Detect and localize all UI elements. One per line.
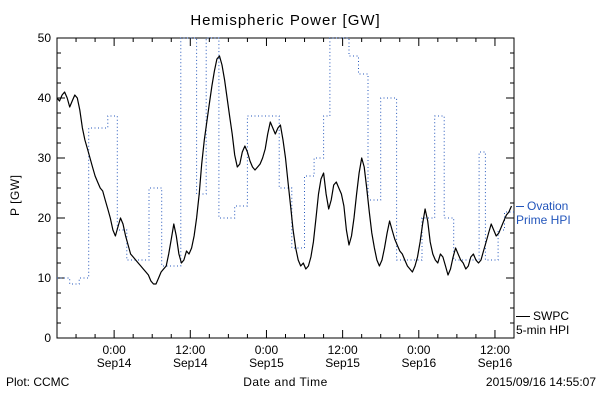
legend-ovation-line2: Prime HPI (516, 213, 571, 227)
svg-text:Sep16: Sep16 (401, 356, 436, 370)
svg-text:0:00: 0:00 (407, 343, 431, 357)
x-axis-label: Date and Time (243, 375, 328, 389)
svg-text:30: 30 (38, 151, 52, 165)
svg-text:12:00: 12:00 (175, 343, 205, 357)
swpc-line-swatch (516, 316, 530, 318)
legend-ovation-line1: Ovation (527, 199, 569, 213)
plot-source-label: Plot: CCMC (6, 375, 70, 389)
ovation-line-swatch (516, 206, 524, 208)
swpc-series-line (56, 55, 513, 285)
legend-ovation: Ovation Prime HPI (516, 199, 571, 227)
svg-text:50: 50 (38, 31, 52, 45)
svg-text:0:00: 0:00 (102, 343, 126, 357)
svg-text:Sep14: Sep14 (173, 356, 208, 370)
svg-text:0:00: 0:00 (255, 343, 279, 357)
ovation-series-line (57, 37, 514, 285)
svg-text:0: 0 (44, 331, 51, 345)
svg-text:10: 10 (38, 271, 52, 285)
chart-title: Hemispheric Power [GW] (190, 12, 381, 29)
svg-text:Sep14: Sep14 (97, 356, 132, 370)
svg-text:Sep16: Sep16 (478, 356, 513, 370)
svg-text:40: 40 (38, 91, 52, 105)
plot-timestamp: 2015/09/16 14:55:07 (485, 375, 596, 389)
svg-text:20: 20 (38, 211, 52, 225)
svg-text:12:00: 12:00 (480, 343, 510, 357)
svg-text:12:00: 12:00 (328, 343, 358, 357)
svg-text:Sep15: Sep15 (249, 356, 284, 370)
legend-swpc: SWPC 5-min HPI (516, 309, 569, 337)
svg-text:Sep15: Sep15 (325, 356, 360, 370)
legend-swpc-line1: SWPC (533, 309, 569, 323)
legend-swpc-line2: 5-min HPI (516, 323, 570, 337)
